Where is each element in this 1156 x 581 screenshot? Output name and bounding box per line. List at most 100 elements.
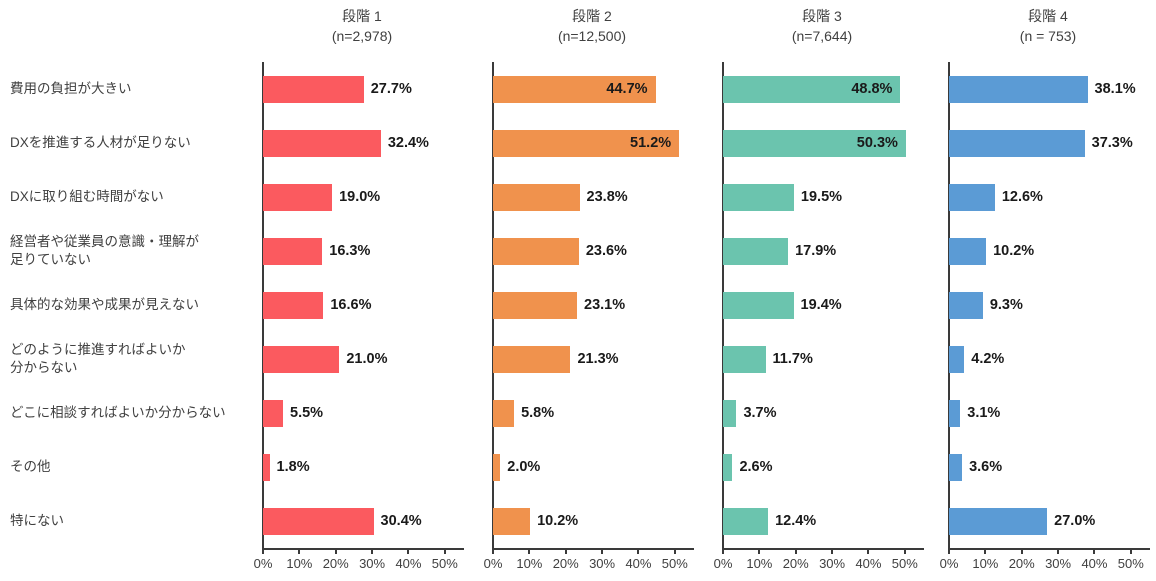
bar-value-label: 44.7%: [606, 80, 648, 97]
bar-value-label: 23.1%: [584, 296, 626, 313]
bar-value-label: 27.0%: [1054, 512, 1096, 529]
x-tick: [673, 548, 676, 554]
x-tick-label: 40%: [625, 556, 652, 571]
x-tick: [1020, 548, 1023, 554]
bar-value-label: 30.4%: [380, 512, 422, 529]
bar: [949, 453, 963, 481]
bar: [723, 237, 789, 265]
x-tick-label: 30%: [819, 556, 846, 571]
x-tick-label: 50%: [891, 556, 918, 571]
x-tick: [758, 548, 761, 554]
x-tick: [298, 548, 301, 554]
bar: [493, 291, 577, 319]
x-tick-label: 10%: [972, 556, 999, 571]
bar-value-label: 19.4%: [800, 296, 842, 313]
bar: [723, 453, 733, 481]
bar: [263, 183, 333, 211]
bar: [949, 237, 987, 265]
category-label: DXを推進する人材が足りない: [10, 135, 191, 150]
x-tick-label: 10%: [516, 556, 543, 571]
x-tick: [334, 548, 337, 554]
x-tick-label: 20%: [552, 556, 579, 571]
bar-value-label: 12.6%: [1001, 188, 1043, 205]
x-tick: [722, 548, 724, 554]
x-axis-line: [262, 548, 464, 550]
x-tick: [262, 548, 264, 554]
bar-value-label: 21.3%: [577, 350, 619, 367]
x-tick-label: 50%: [661, 556, 688, 571]
x-tick-label: 20%: [322, 556, 349, 571]
panel-header: 段階 1 (n=2,978): [331, 8, 393, 44]
bar-value-label: 32.4%: [387, 134, 429, 151]
x-tick: [903, 548, 906, 554]
panel-header: 段階 2 (n=12,500): [557, 8, 627, 44]
bar: [723, 291, 794, 319]
bar: [263, 507, 374, 535]
x-axis-line: [948, 548, 1150, 550]
x-axis-line: [492, 548, 694, 550]
bar-value-label: 50.3%: [856, 134, 898, 151]
x-tick: [1093, 548, 1096, 554]
bar-value-label: 19.0%: [339, 188, 381, 205]
bar-value-label: 1.8%: [276, 458, 310, 475]
bar: [493, 345, 571, 373]
x-tick: [564, 548, 567, 554]
category-label: 費用の負担が大きい: [10, 81, 132, 96]
bar: [723, 129, 906, 157]
bar: [493, 453, 501, 481]
bar-value-label: 10.2%: [993, 242, 1035, 259]
bar: [493, 183, 580, 211]
panel-header: 段階 3 (n=7,644): [791, 8, 853, 44]
category-label: DXに取り組む時間がない: [10, 189, 164, 204]
x-tick-label: 0%: [713, 556, 733, 571]
category-label: 経営者や従業員の意識・理解が 足りていない: [10, 234, 199, 267]
bar: [949, 291, 983, 319]
bar-value-label: 23.6%: [585, 242, 627, 259]
bar-value-label: 3.6%: [969, 458, 1003, 475]
bar-value-label: 3.7%: [743, 404, 777, 421]
x-tick-label: 20%: [782, 556, 809, 571]
x-tick: [637, 548, 640, 554]
x-tick-label: 10%: [286, 556, 313, 571]
bar-value-label: 51.2%: [630, 134, 672, 151]
bar-value-label: 5.5%: [290, 404, 324, 421]
bar: [493, 75, 656, 103]
x-tick: [371, 548, 374, 554]
bar: [723, 399, 737, 427]
x-tick: [948, 548, 950, 554]
bar: [723, 507, 769, 535]
category-label: どこに相談すればよいか分からない: [10, 405, 226, 420]
x-tick: [1057, 548, 1060, 554]
bar-value-label: 37.3%: [1091, 134, 1133, 151]
bar: [263, 345, 340, 373]
bar: [949, 345, 965, 373]
bar: [493, 237, 579, 265]
x-axis-line: [722, 548, 924, 550]
bar: [493, 129, 680, 157]
x-tick-label: 50%: [1117, 556, 1144, 571]
bar-value-label: 2.6%: [739, 458, 773, 475]
x-tick: [867, 548, 870, 554]
bar-value-label: 17.9%: [795, 242, 837, 259]
bar: [723, 183, 794, 211]
bar-value-label: 4.2%: [971, 350, 1005, 367]
x-tick: [528, 548, 531, 554]
bar: [949, 75, 1088, 103]
bar-value-label: 5.8%: [521, 404, 555, 421]
bar-value-label: 48.8%: [851, 80, 893, 97]
bar: [263, 129, 381, 157]
x-tick-label: 40%: [1081, 556, 1108, 571]
bar-value-label: 12.4%: [775, 512, 817, 529]
x-tick: [794, 548, 797, 554]
category-label: その他: [10, 459, 51, 474]
x-tick-label: 30%: [359, 556, 386, 571]
bar-value-label: 38.1%: [1094, 80, 1136, 97]
bar-value-label: 23.8%: [586, 188, 628, 205]
panel-header: 段階 4 (n = 753): [1019, 8, 1077, 44]
bar-value-label: 10.2%: [537, 512, 579, 529]
bar-value-label: 16.6%: [330, 296, 372, 313]
category-label: 具体的な効果や成果が見えない: [10, 297, 199, 312]
bar: [493, 399, 515, 427]
bar: [263, 453, 270, 481]
